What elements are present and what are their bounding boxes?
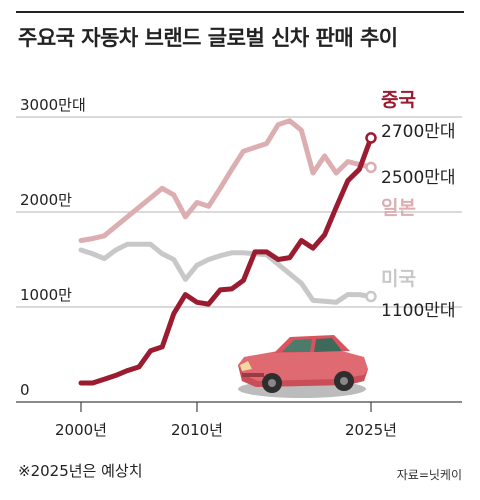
series-name-label: 미국 [381,268,416,290]
series-end-marker [365,290,377,303]
y-tick-label: 0 [20,381,30,399]
footnote: ※2025년은 예상치 [18,462,143,480]
car-illustration [238,335,368,398]
series-line-2 [78,135,374,386]
y-tick-label: 2000만 [20,191,72,209]
series-lines [78,118,374,386]
page-title: 주요국 자동차 브랜드 글로벌 신차 판매 추이 [18,26,398,50]
y-tick-label: 1000만 [20,286,72,304]
series-line-1 [78,241,374,305]
x-tick-label: 2025년 [345,421,397,439]
x-tick-label: 2000년 [55,421,107,439]
series-line-0 [78,118,374,243]
x-tick-label: 2010년 [171,421,223,439]
title-top-rule [16,11,464,13]
series-end-marker [365,161,377,174]
y-tick-label: 3000만대 [20,96,86,114]
series-value-label: 1100만대 [381,301,456,321]
axis-tick-labels: 3000만대 2000만 1000만 0 2000년 2010년 2025년 [20,96,397,439]
series-value-label: 2500만대 [381,168,456,188]
series-name-label: 중국 [381,89,416,111]
series-end-marker [365,132,377,144]
gridlines [16,116,462,403]
series-value-label: 2700만대 [381,122,456,142]
source-note: 자료=닛케이 [396,468,462,482]
series-name-label: 일본 [381,197,416,219]
series-end-markers [365,132,377,303]
